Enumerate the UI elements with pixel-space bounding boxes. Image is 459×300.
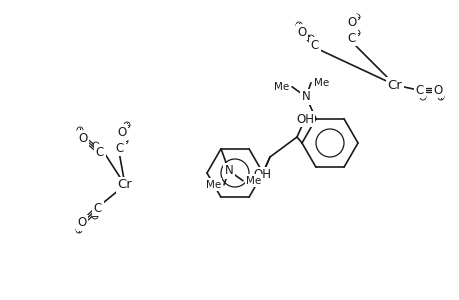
Text: Cr: Cr (387, 79, 402, 92)
Text: O: O (297, 26, 306, 38)
Text: C: C (415, 83, 423, 97)
Text: O: O (347, 16, 356, 28)
Text: OH: OH (252, 169, 270, 182)
Text: N: N (224, 164, 233, 177)
Text: N: N (301, 90, 310, 103)
Text: O: O (432, 83, 442, 97)
Text: O: O (117, 125, 126, 139)
Text: OH: OH (295, 112, 313, 125)
Text: Me: Me (246, 176, 261, 186)
Text: Me: Me (205, 180, 220, 190)
Text: Cr: Cr (118, 178, 132, 191)
Text: O: O (78, 131, 87, 145)
Text: C: C (310, 38, 319, 52)
Text: Me: Me (313, 78, 329, 88)
Text: C: C (94, 202, 102, 214)
Text: Me: Me (273, 82, 288, 92)
Text: C: C (95, 146, 104, 158)
Text: C: C (347, 32, 355, 44)
Text: O: O (77, 217, 86, 230)
Text: C: C (116, 142, 124, 154)
